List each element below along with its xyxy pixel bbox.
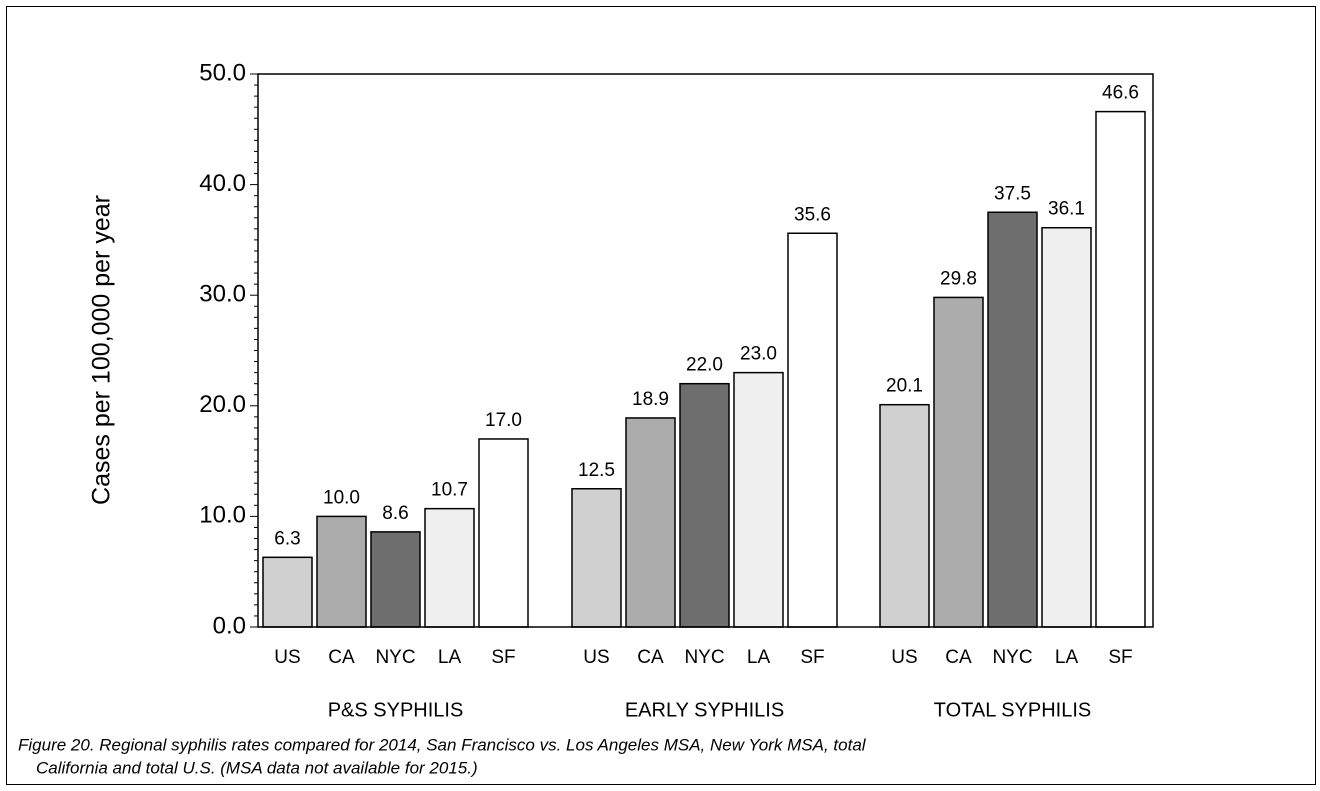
group-label: EARLY SYPHILIS bbox=[625, 699, 784, 721]
bar bbox=[1095, 110, 1146, 628]
x-tick-label: NYC bbox=[992, 647, 1032, 668]
bar bbox=[571, 488, 622, 628]
x-tick-label: LA bbox=[747, 647, 771, 668]
value-label: 22.0 bbox=[686, 355, 723, 376]
value-label: 36.1 bbox=[1048, 199, 1085, 220]
group-label: P&S SYPHILIS bbox=[328, 699, 464, 721]
x-tick-label: CA bbox=[945, 647, 972, 668]
value-label: 37.5 bbox=[994, 183, 1031, 204]
caption: Figure 20. Regional syphilis rates compa… bbox=[18, 735, 867, 754]
plot-frame bbox=[257, 73, 1154, 628]
value-label: 6.3 bbox=[274, 528, 300, 549]
caption: California and total U.S. (MSA data not … bbox=[36, 758, 478, 777]
x-tick-label: CA bbox=[328, 647, 355, 668]
y-tick-label: 20.0 bbox=[199, 391, 246, 418]
value-label: 20.1 bbox=[886, 376, 923, 397]
bar bbox=[625, 417, 676, 628]
bar bbox=[424, 507, 475, 628]
x-tick-label: US bbox=[274, 647, 300, 668]
y-tick-label: 0.0 bbox=[213, 612, 246, 639]
value-label: 12.5 bbox=[578, 460, 615, 481]
y-axis-label: Cases per 100,000 per year bbox=[88, 195, 116, 505]
value-label: 29.8 bbox=[940, 268, 977, 289]
value-label: 23.0 bbox=[740, 344, 777, 365]
bar bbox=[879, 403, 930, 628]
bar bbox=[370, 531, 421, 628]
x-tick-label: SF bbox=[1108, 647, 1132, 668]
bar bbox=[316, 515, 367, 628]
bar bbox=[1041, 226, 1092, 628]
bar bbox=[787, 232, 838, 628]
value-label: 46.6 bbox=[1102, 83, 1139, 104]
bar bbox=[733, 371, 784, 628]
x-tick-label: LA bbox=[438, 647, 462, 668]
y-tick-label: 10.0 bbox=[199, 502, 246, 529]
group-label: TOTAL SYPHILIS bbox=[934, 699, 1091, 721]
value-label: 10.7 bbox=[431, 480, 468, 501]
bar bbox=[262, 556, 313, 628]
x-tick-label: SF bbox=[491, 647, 515, 668]
value-label: 17.0 bbox=[485, 410, 522, 431]
value-label: 8.6 bbox=[382, 503, 408, 524]
x-tick-label: LA bbox=[1055, 647, 1079, 668]
x-tick-label: US bbox=[583, 647, 609, 668]
outer-border bbox=[6, 6, 1316, 785]
x-tick-label: NYC bbox=[684, 647, 724, 668]
bar bbox=[679, 382, 730, 628]
x-tick-label: SF bbox=[800, 647, 824, 668]
value-label: 18.9 bbox=[632, 389, 669, 410]
bar bbox=[987, 211, 1038, 628]
y-tick-label: 50.0 bbox=[199, 59, 246, 86]
y-tick-label: 40.0 bbox=[199, 170, 246, 197]
y-tick-label: 30.0 bbox=[199, 281, 246, 308]
bar bbox=[478, 438, 529, 628]
x-tick-label: NYC bbox=[375, 647, 415, 668]
x-tick-label: CA bbox=[637, 647, 664, 668]
bar bbox=[933, 296, 984, 628]
value-label: 35.6 bbox=[794, 204, 831, 225]
value-label: 10.0 bbox=[323, 487, 360, 508]
x-tick-label: US bbox=[891, 647, 917, 668]
